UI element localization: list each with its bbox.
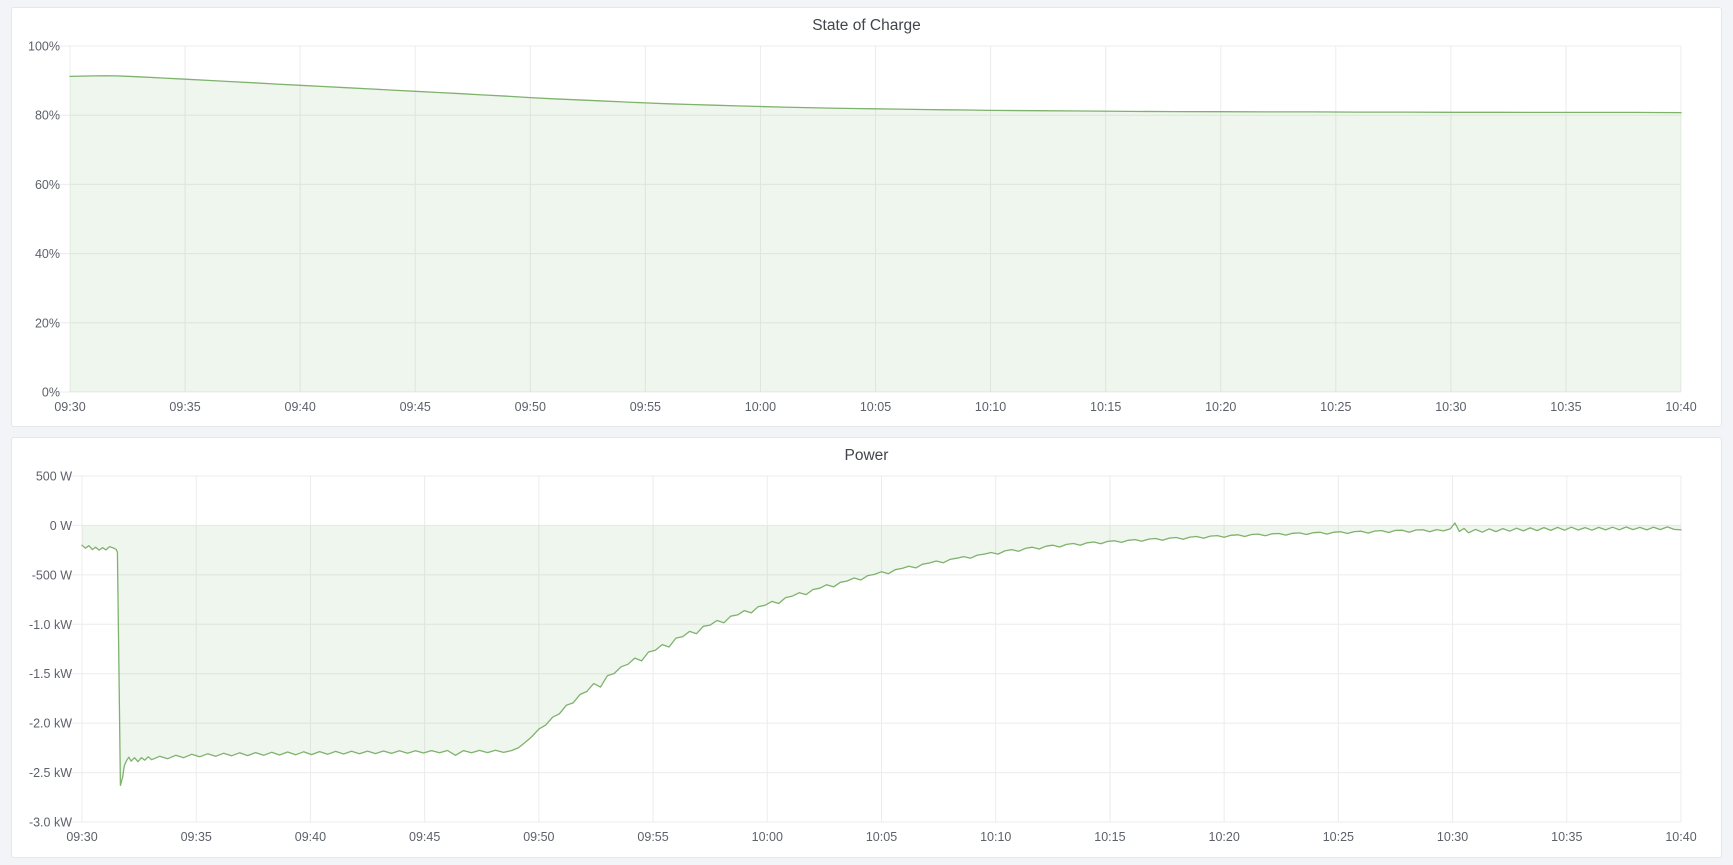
- x-axis-tick-label: 10:35: [1550, 400, 1581, 414]
- state-of-charge-area-fill: [70, 75, 1681, 393]
- x-axis-tick-label: 09:55: [637, 830, 668, 844]
- x-axis-tick-label: 10:10: [980, 830, 1011, 844]
- y-axis-tick-label: 0%: [42, 386, 60, 400]
- y-axis-tick-label: -1.5 kW: [29, 667, 72, 681]
- x-axis-tick-label: 09:40: [285, 400, 316, 414]
- x-axis-tick-label: 10:30: [1437, 830, 1468, 844]
- power-area-fill: [82, 523, 1681, 786]
- x-axis-tick-label: 09:45: [409, 830, 440, 844]
- x-axis-tick-label: 09:45: [400, 400, 431, 414]
- y-axis-tick-label: 80%: [35, 109, 60, 123]
- x-axis-tick-label: 10:40: [1665, 400, 1696, 414]
- x-axis-tick-label: 10:00: [752, 830, 783, 844]
- y-axis-tick-label: -2.5 kW: [29, 766, 72, 780]
- x-axis-tick-label: 10:25: [1320, 400, 1351, 414]
- x-axis-tick-label: 09:30: [54, 400, 85, 414]
- power-chart[interactable]: 500 W 0 W -500 W -1.0 kW -1.5 kW -2.0 kW -2.5 …: [12, 468, 1721, 857]
- x-axis-tick-label: 10:15: [1094, 830, 1125, 844]
- panel-power: Power 500 W 0 W -500 W -1.0 kW -1.5 kW -2.0 k…: [11, 437, 1722, 858]
- panel-title-state-of-charge[interactable]: State of Charge: [812, 17, 921, 34]
- power-svg: 500 W 0 W -500 W -1.0 kW -1.5 kW -2.0 kW -2.5 …: [29, 470, 1697, 845]
- state-of-charge-chart[interactable]: 100% 80% 60% 40% 20% 0% 09:30 09:35 09:40 09:45 09…: [12, 38, 1721, 426]
- panel-title-power[interactable]: Power: [844, 447, 889, 464]
- y-axis-tick-label: 20%: [35, 316, 60, 330]
- x-axis-tick-label: 09:55: [630, 400, 661, 414]
- y-axis-tick-label: -1.0 kW: [29, 618, 72, 632]
- y-axis-tick-label: -2.0 kW: [29, 717, 72, 731]
- x-axis-tick-label: 10:20: [1209, 830, 1240, 844]
- x-axis-tick-label: 09:35: [169, 400, 200, 414]
- x-axis-tick-label: 10:00: [745, 400, 776, 414]
- state-of-charge-svg: 100% 80% 60% 40% 20% 0%09:30 09:35 09:40 09:45 09…: [28, 40, 1697, 415]
- state-of-charge-series-line: [69, 75, 1682, 114]
- x-axis-tick-label: 10:10: [975, 400, 1006, 414]
- x-axis-tick-label: 10:05: [860, 400, 891, 414]
- panel-state-of-charge: State of Charge 100% 80% 60% 40% 20% 0% 09:30 0…: [11, 7, 1722, 427]
- y-axis-tick-label: 40%: [35, 247, 60, 261]
- x-axis-tick-label: 10:30: [1435, 400, 1466, 414]
- x-axis-tick-label: 10:15: [1090, 400, 1121, 414]
- x-axis-tick-label: 10:05: [866, 830, 897, 844]
- x-axis-tick-label: 09:35: [181, 830, 212, 844]
- y-axis-tick-label: -500 W: [32, 568, 72, 582]
- y-axis-tick-label: 0 W: [50, 519, 72, 533]
- y-axis-tick-label: 500 W: [36, 470, 72, 484]
- x-axis-tick-label: 10:35: [1551, 830, 1582, 844]
- x-axis-tick-label: 09:30: [66, 830, 97, 844]
- x-axis-tick-label: 10:40: [1665, 830, 1696, 844]
- x-axis-tick-label: 09:50: [523, 830, 554, 844]
- y-axis-tick-label: -3.0 kW: [29, 816, 72, 830]
- y-axis-tick-label: 60%: [35, 178, 60, 192]
- x-axis-tick-label: 10:20: [1205, 400, 1236, 414]
- x-axis-tick-label: 10:25: [1323, 830, 1354, 844]
- x-axis-tick-label: 09:40: [295, 830, 326, 844]
- x-axis-tick-label: 09:50: [515, 400, 546, 414]
- power-series-line: [81, 522, 1682, 787]
- y-axis-tick-label: 100%: [28, 40, 60, 54]
